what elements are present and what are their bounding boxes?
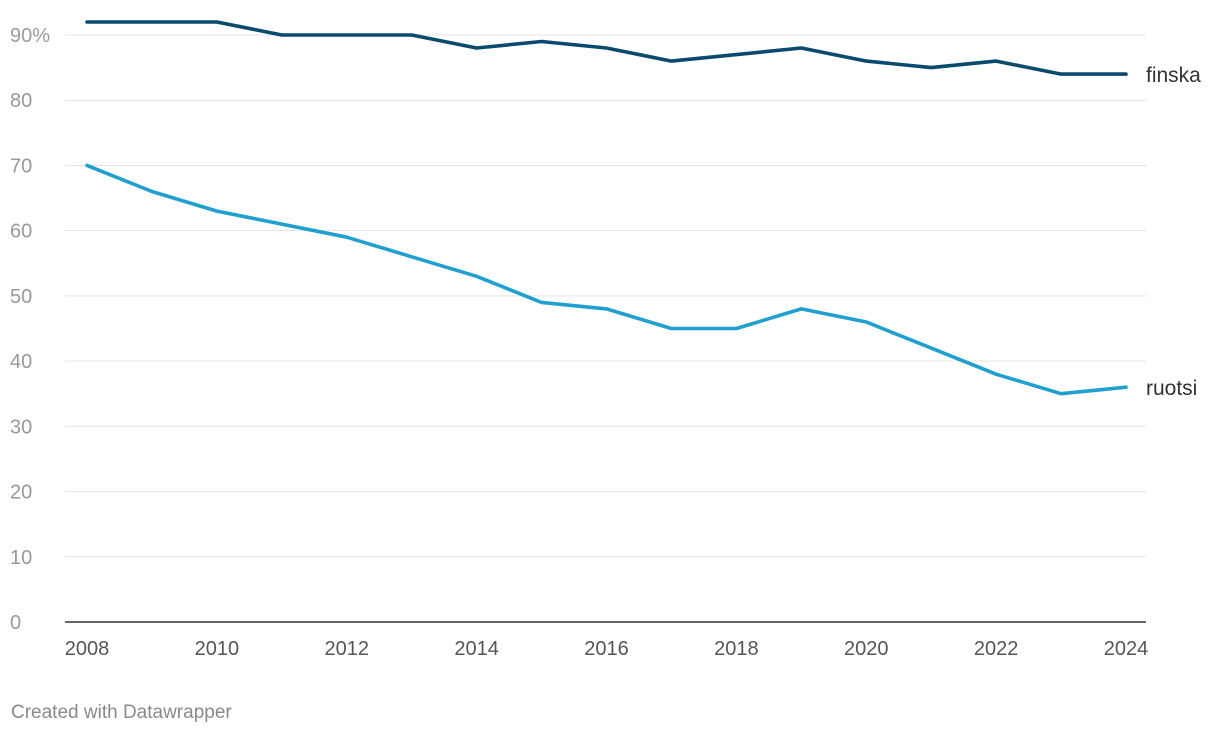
y-tick-label: 20 <box>10 482 32 504</box>
series: finska ruotsi <box>85 20 1201 400</box>
y-tick-label: 60 <box>10 221 32 243</box>
series-line-finska <box>85 20 1128 76</box>
y-axis: 90% 80 70 60 50 40 30 20 10 0 <box>10 25 50 634</box>
x-tick-label: 2008 <box>65 638 110 660</box>
datawrapper-credit: Created with Datawrapper <box>11 702 232 723</box>
y-tick-label: 30 <box>10 416 32 438</box>
y-tick-label: 80 <box>10 90 32 112</box>
x-axis: 2008 2010 2012 2014 2016 2018 2020 2022 2024 <box>65 638 1149 660</box>
series-line-ruotsi <box>85 163 1128 396</box>
x-tick-label: 2018 <box>714 638 759 660</box>
x-tick-label: 2014 <box>454 638 499 660</box>
x-tick-label: 2024 <box>1104 638 1149 660</box>
y-tick-label: 90% <box>10 25 50 47</box>
x-tick-label: 2022 <box>974 638 1019 660</box>
y-tick-label: 70 <box>10 155 32 177</box>
y-tick-label: 50 <box>10 286 32 308</box>
x-tick-label: 2012 <box>325 638 370 660</box>
series-label-finska: finska <box>1146 64 1201 87</box>
x-tick-label: 2016 <box>584 638 629 660</box>
gridlines <box>65 34 1146 623</box>
x-tick-label: 2020 <box>844 638 889 660</box>
x-tick-label: 2010 <box>195 638 240 660</box>
series-label-ruotsi: ruotsi <box>1146 377 1197 400</box>
y-tick-label: 0 <box>10 612 21 634</box>
y-tick-label: 40 <box>10 351 32 373</box>
y-tick-label: 10 <box>10 547 32 569</box>
